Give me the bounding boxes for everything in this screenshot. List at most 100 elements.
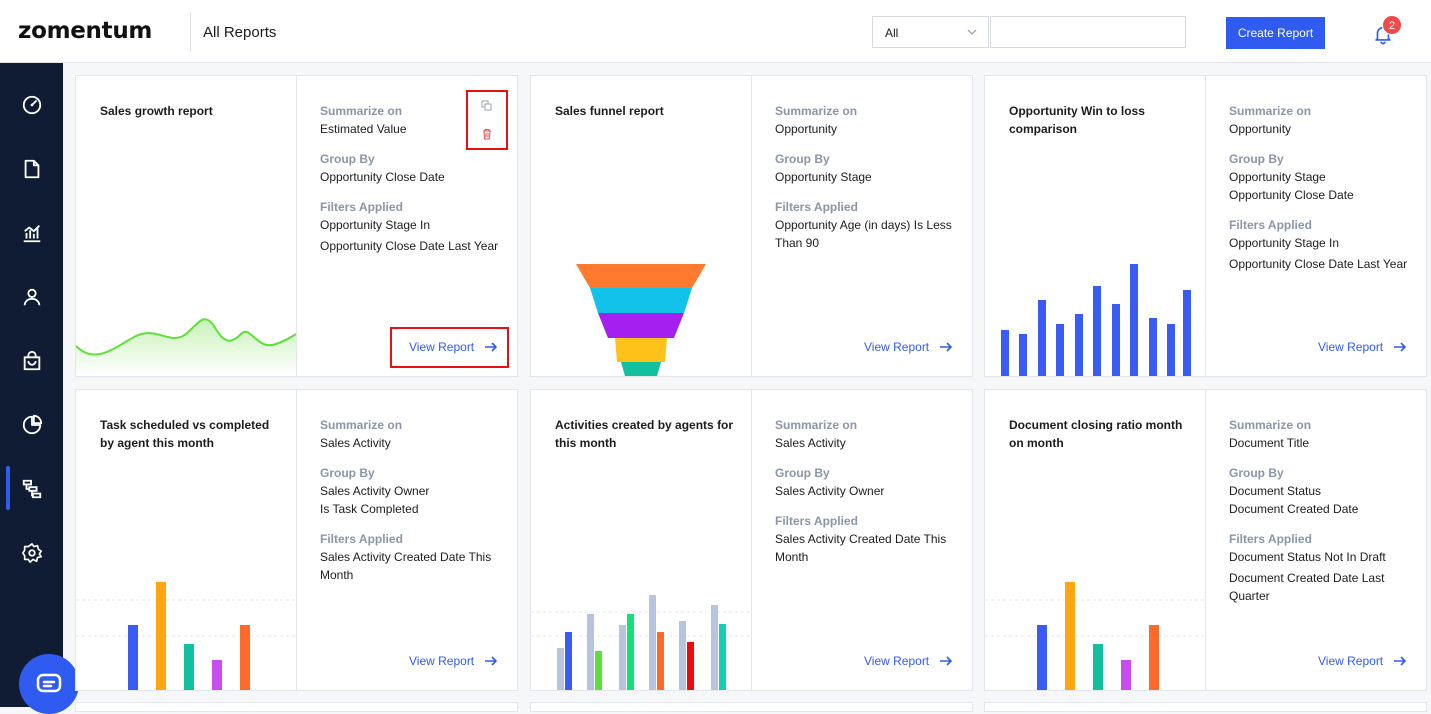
spacer — [1229, 452, 1414, 464]
settings-icon — [21, 543, 42, 563]
sidebar-item-documents[interactable] — [0, 147, 63, 191]
filter-value: Document Status Not In Draft — [1229, 550, 1386, 564]
summarize-value: Sales Activity — [320, 436, 391, 450]
arrow-right-icon — [485, 342, 498, 352]
view-report-link[interactable]: View Report — [409, 340, 498, 354]
colorbars-thumbnail — [76, 582, 296, 690]
filter-value: Document Created Date Last Quarter — [1229, 571, 1385, 603]
summarize-value: Opportunity — [1229, 122, 1292, 136]
view-report-link[interactable]: View Report — [1318, 340, 1407, 354]
report-card[interactable]: Document closing ratio month on month Sum… — [984, 389, 1427, 691]
report-filter-select[interactable]: All — [872, 16, 989, 48]
group-by-label: Group By — [320, 152, 375, 166]
report-card[interactable]: Task scheduled vs completed by agent thi… — [75, 389, 518, 691]
summarize-label: Summarize on — [320, 418, 403, 432]
spacer — [775, 186, 960, 198]
copy-icon[interactable] — [481, 100, 493, 112]
sidebar-item-settings[interactable] — [0, 531, 63, 575]
groupbars-thumbnail — [531, 595, 751, 690]
card-divider — [296, 390, 297, 690]
filters-label: Filters Applied — [775, 514, 858, 528]
summarize-value: Document Title — [1229, 436, 1310, 450]
filter-value: Opportunity Stage In — [320, 218, 431, 232]
summarize-value: Estimated Value — [320, 122, 407, 136]
summarize-value: Opportunity — [775, 122, 838, 136]
filter-value: Opportunity Stage In — [1229, 236, 1340, 250]
group-by-value: Sales Activity Owner — [320, 484, 430, 498]
document-icon — [24, 159, 39, 179]
spacer — [1229, 204, 1414, 216]
view-report-label: View Report — [864, 340, 930, 354]
sidebar-item-reports[interactable] — [0, 403, 63, 447]
report-title[interactable]: Sales growth report — [100, 104, 213, 118]
filters-label: Filters Applied — [320, 200, 403, 214]
spacer — [775, 452, 960, 464]
group-by-value: Document Status — [1229, 484, 1322, 498]
report-meta: Summarize on Sales Activity Group By Sales … — [320, 416, 505, 584]
sidebar — [0, 63, 63, 707]
report-title[interactable]: Sales funnel report — [555, 104, 664, 118]
report-meta: Summarize on Opportunity Group By Opportuni… — [775, 102, 960, 252]
view-report-label: View Report — [864, 654, 930, 668]
card-divider — [1205, 76, 1206, 376]
view-report-link[interactable]: View Report — [864, 340, 953, 354]
report-card[interactable]: Sales growth report Summarize on Estimated… — [75, 75, 518, 377]
spacer — [1229, 518, 1414, 530]
view-report-link[interactable]: View Report — [1318, 654, 1407, 668]
spacer — [320, 518, 505, 530]
reports-pie-icon — [22, 414, 42, 435]
report-card[interactable]: Opportunity Win to loss comparison Summar… — [984, 75, 1427, 377]
summarize-label: Summarize on — [320, 104, 403, 118]
analytics-icon — [23, 225, 40, 243]
view-report-label: View Report — [1318, 340, 1384, 354]
zomentum-logo[interactable]: zomentum — [18, 18, 153, 44]
group-by-label: Group By — [1229, 466, 1284, 480]
line-thumbnail — [76, 318, 296, 376]
filters-label: Filters Applied — [320, 532, 403, 546]
filters-label: Filters Applied — [1229, 532, 1312, 546]
group-by-value: Opportunity Stage — [1229, 170, 1326, 184]
funnel-thumbnail — [576, 264, 706, 376]
group-by-value: Sales Activity Owner — [775, 484, 885, 498]
arrow-right-icon — [1394, 342, 1407, 352]
group-by-label: Group By — [1229, 152, 1284, 166]
group-by-value: Document Created Date — [1229, 502, 1359, 516]
view-report-label: View Report — [409, 654, 475, 668]
card-divider — [751, 76, 752, 376]
group-by-value: Is Task Completed — [320, 502, 419, 516]
report-card-partial — [530, 702, 973, 712]
user-icon — [23, 288, 40, 306]
delete-icon[interactable] — [481, 128, 493, 140]
arrow-right-icon — [485, 656, 498, 666]
group-by-value: Opportunity Close Date — [320, 170, 445, 184]
hierarchy-icon — [22, 479, 41, 499]
sidebar-item-workflows[interactable] — [0, 467, 63, 511]
view-report-link[interactable]: View Report — [864, 654, 953, 668]
view-report-link[interactable]: View Report — [409, 654, 498, 668]
spacer — [775, 500, 960, 512]
group-by-label: Group By — [775, 152, 830, 166]
chat-icon — [36, 673, 62, 693]
group-by-value: Opportunity Stage — [775, 170, 872, 184]
sidebar-item-analytics[interactable] — [0, 211, 63, 255]
search-input[interactable] — [990, 16, 1186, 48]
spacer — [320, 452, 505, 464]
sidebar-item-contacts[interactable] — [0, 275, 63, 319]
report-card[interactable]: Activities created by agents for this mo… — [530, 389, 973, 691]
report-meta: Summarize on Document Title Group By Docume… — [1229, 416, 1414, 605]
report-title[interactable]: Document closing ratio month on month — [1009, 418, 1183, 450]
arrow-right-icon — [1394, 656, 1407, 666]
chat-widget-button[interactable] — [19, 654, 79, 714]
report-title[interactable]: Activities created by agents for this mo… — [555, 418, 734, 450]
spacer — [775, 138, 960, 150]
report-title[interactable]: Opportunity Win to loss comparison — [1009, 104, 1145, 136]
report-title[interactable]: Task scheduled vs completed by agent thi… — [100, 418, 270, 450]
report-card[interactable]: Sales funnel report Summarize on Opportuni… — [530, 75, 973, 377]
view-report-label: View Report — [409, 340, 475, 354]
report-meta: Summarize on Estimated Value Group By Oppor… — [320, 102, 505, 255]
spacer — [1229, 138, 1414, 150]
sidebar-item-products[interactable] — [0, 339, 63, 383]
sidebar-item-dashboard[interactable] — [0, 83, 63, 127]
create-report-button[interactable]: Create Report — [1226, 17, 1325, 49]
filters-label: Filters Applied — [1229, 218, 1312, 232]
